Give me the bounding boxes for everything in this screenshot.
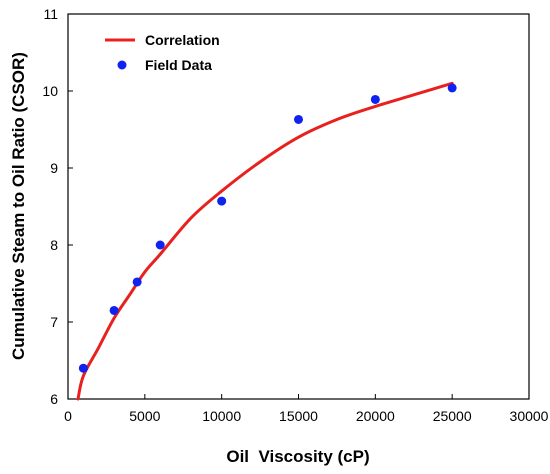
legend-correlation-label: Correlation xyxy=(145,32,220,48)
plot-area xyxy=(67,13,530,400)
x-tick-label: 5000 xyxy=(129,408,160,424)
legend: Correlation Field Data xyxy=(105,32,220,73)
field-data-points xyxy=(78,83,457,373)
field-data-point xyxy=(155,240,165,250)
y-tick-label: 8 xyxy=(50,237,58,253)
x-tick-label: 15000 xyxy=(279,408,318,424)
y-axis: 6 7 8 9 10 11 xyxy=(42,6,73,407)
field-data-point xyxy=(370,94,380,104)
y-tick-label: 7 xyxy=(50,314,58,330)
field-data-point xyxy=(217,196,227,206)
legend-field-data-swatch xyxy=(117,60,127,70)
y-axis-title: Cumulative Steam to Oil Ratio (CSOR) xyxy=(9,52,28,360)
field-data-point xyxy=(132,277,142,287)
x-axis: 0 5000 10000 15000 20000 25000 30000 xyxy=(64,394,549,424)
field-data-point xyxy=(109,305,119,315)
legend-field-data-label: Field Data xyxy=(145,57,212,73)
y-tick-label: 9 xyxy=(50,160,58,176)
field-data-point xyxy=(294,114,303,124)
y-tick-label: 10 xyxy=(42,83,58,99)
x-tick-label: 20000 xyxy=(356,408,395,424)
x-axis-title: Oil Viscosity (cP) xyxy=(226,447,369,466)
field-data-point xyxy=(447,83,457,93)
correlation-line xyxy=(76,81,454,401)
x-tick-label: 25000 xyxy=(433,408,472,424)
y-tick-label: 6 xyxy=(50,391,58,407)
x-tick-label: 30000 xyxy=(510,408,549,424)
y-tick-label: 11 xyxy=(43,6,58,22)
x-tick-label: 0 xyxy=(64,408,72,424)
field-data-point xyxy=(78,363,88,373)
x-tick-label: 10000 xyxy=(202,408,241,424)
